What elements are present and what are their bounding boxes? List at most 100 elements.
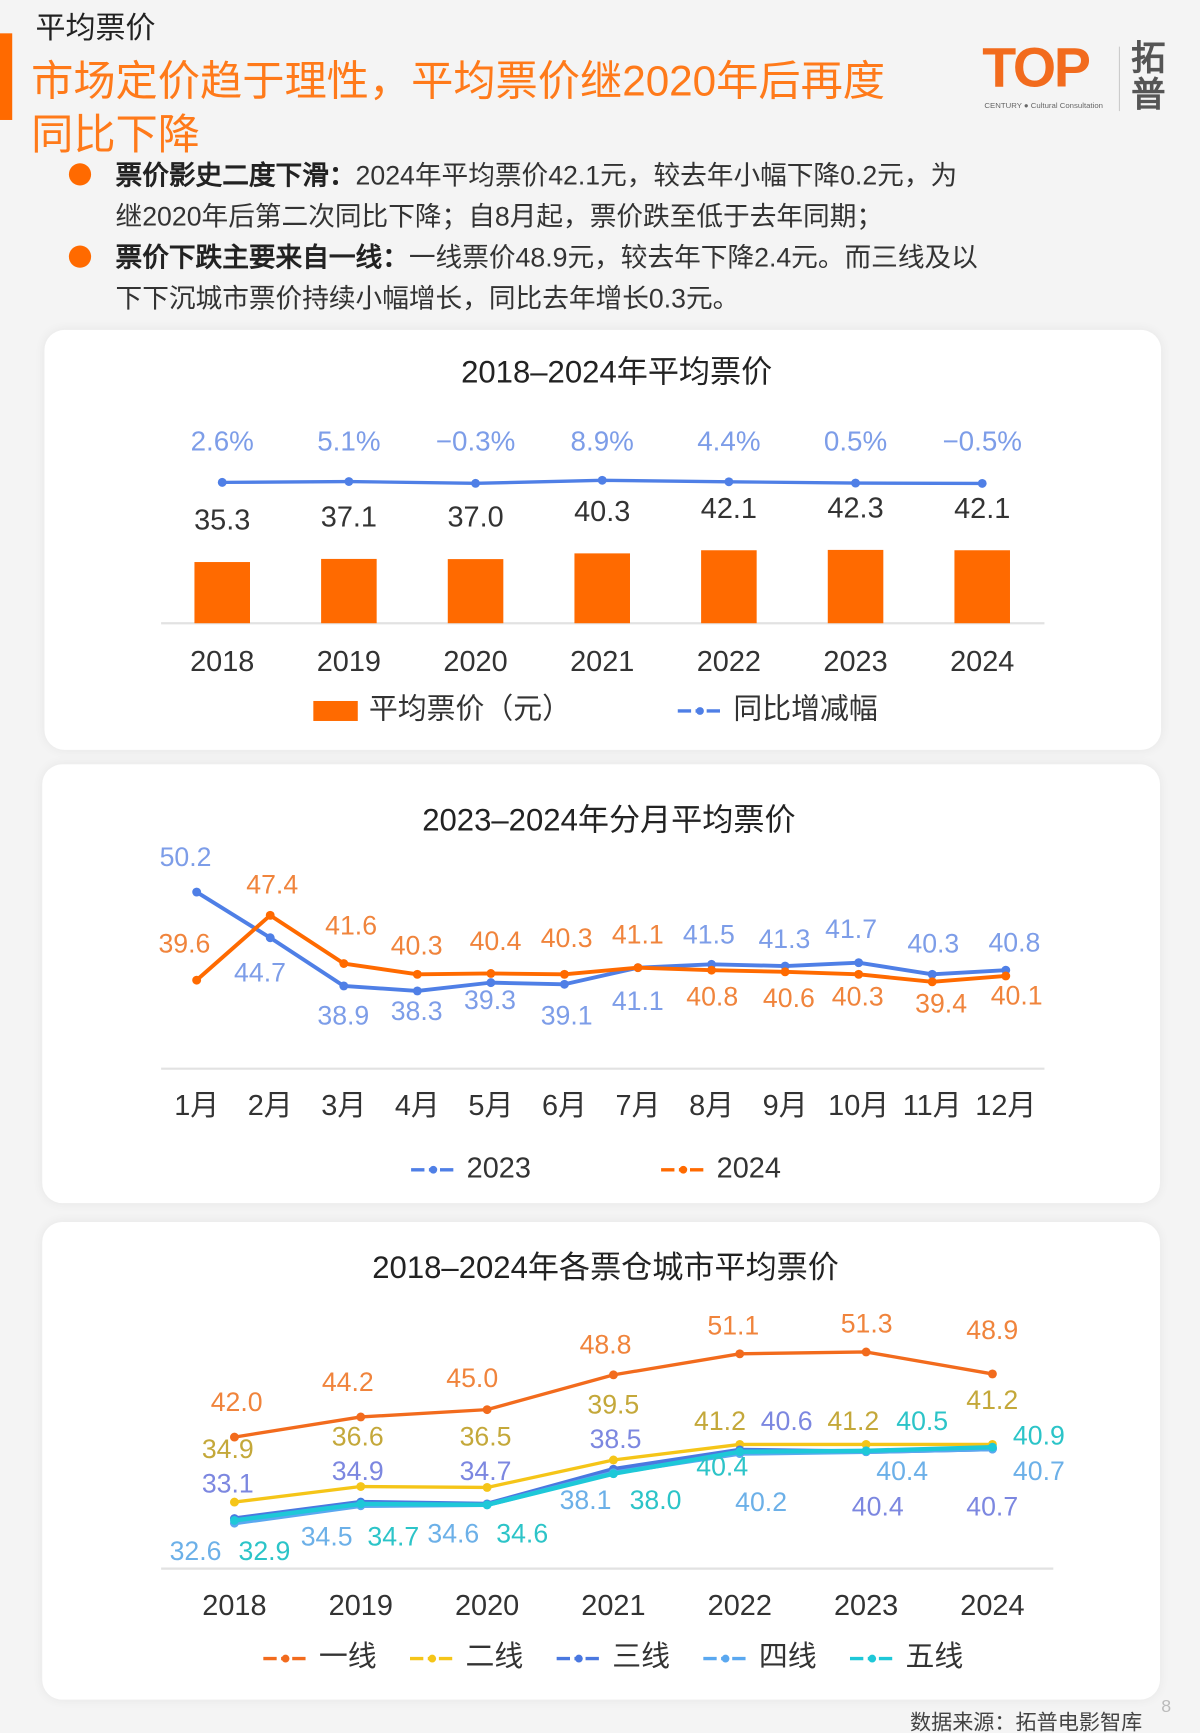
x-tick-label: 10月 — [828, 1090, 889, 1122]
bar-value-label: 37.0 — [447, 502, 503, 534]
data-label: 40.8 — [686, 982, 738, 1012]
series-五线-line-point — [861, 1446, 871, 1456]
series-一线-line-point — [861, 1347, 871, 1357]
series-2024-line-point — [780, 967, 790, 977]
data-label: 38.5 — [590, 1424, 642, 1454]
series-二线-line-point — [482, 1482, 492, 1492]
data-label: 40.5 — [896, 1406, 948, 1436]
series-2023-line-point — [559, 979, 569, 989]
data-label: 44.2 — [322, 1367, 374, 1397]
series-二线-line-point — [861, 1439, 871, 1449]
bar-value-label: 42.1 — [701, 493, 757, 525]
data-label: 34.5 — [301, 1522, 353, 1552]
data-label: 38.1 — [560, 1485, 612, 1515]
data-label: 47.4 — [246, 870, 298, 900]
bullet-title: 票价影史二度下滑： — [115, 161, 356, 192]
logo-text: TOP — [982, 36, 1091, 99]
data-label: 36.6 — [332, 1422, 384, 1452]
bullet-dot-icon — [68, 163, 92, 186]
x-tick-label: 2020 — [443, 646, 507, 678]
data-label: 40.4 — [696, 1452, 748, 1482]
bullet-dot-icon — [68, 245, 92, 268]
legend-一线-label: 一线 — [319, 1641, 377, 1673]
x-tick-label: 5月 — [468, 1090, 513, 1122]
legend-2024-swatch-dot — [679, 1165, 688, 1174]
x-tick-label: 9月 — [763, 1090, 808, 1122]
logo-cn: 拓普 — [1131, 38, 1166, 115]
legend-bar-swatch — [313, 700, 358, 721]
logo: TOP CENTURY ● Cultural Consultation 拓普 — [978, 37, 1178, 118]
yoy-label: 8.9% — [571, 426, 634, 457]
bar — [321, 558, 377, 624]
data-label: 40.1 — [991, 981, 1043, 1011]
legend-三线-label: 三线 — [612, 1641, 670, 1673]
data-label: 40.4 — [852, 1492, 904, 1522]
x-tick-label: 3月 — [321, 1090, 366, 1122]
yoy-line-point — [851, 478, 860, 488]
data-label: 34.7 — [460, 1456, 512, 1486]
yoy-label: 5.1% — [317, 426, 380, 457]
chart-card-monthly — [42, 764, 1160, 1204]
headline-line-2: 同比下降 — [31, 112, 201, 159]
series-一线-line-point — [608, 1370, 618, 1380]
legend-二线-label: 二线 — [466, 1641, 524, 1673]
series-2023-line-point — [486, 978, 496, 988]
data-label: 34.9 — [332, 1456, 384, 1486]
series-2024-line-point — [633, 963, 643, 973]
x-tick-label: 1月 — [174, 1090, 219, 1122]
page-number: 8 — [1161, 1697, 1172, 1717]
yoy-label: 2.6% — [191, 426, 254, 457]
series-2024-line-point — [265, 910, 275, 920]
series-五线-line-point — [987, 1442, 997, 1452]
headline-line-1: 市场定价趋于理性，平均票价继2020年后再度 — [31, 58, 886, 106]
yoy-line-point — [344, 477, 354, 486]
series-2024-line-point — [854, 969, 864, 979]
data-label: 44.7 — [234, 957, 286, 987]
data-label: 39.1 — [541, 1001, 593, 1031]
x-tick-label: 11月 — [903, 1090, 962, 1122]
series-2023-line-point — [927, 969, 937, 979]
yoy-line-point — [597, 475, 607, 485]
data-label: 51.3 — [841, 1308, 893, 1338]
data-label: 48.9 — [966, 1315, 1018, 1345]
bar-value-label: 37.1 — [321, 502, 377, 534]
yoy-label: −0.3% — [436, 426, 516, 457]
series-2024-line-point — [927, 977, 937, 987]
legend-yoy-label: 同比增减幅 — [733, 694, 877, 726]
bar — [194, 562, 250, 624]
bullet-item: 票价下跌主要来自一线：一线票价48.9元，较去年下降2.4元。而三线及以 下下沉… — [67, 238, 1156, 320]
legend-四线-label: 四线 — [759, 1641, 817, 1673]
data-label: 41.3 — [758, 924, 810, 954]
yoy-line-point — [471, 478, 480, 488]
legend-yoy-swatch-dot — [696, 707, 704, 715]
x-tick-label: 2月 — [248, 1090, 293, 1122]
data-label: 36.5 — [460, 1422, 512, 1452]
x-tick-label: 2021 — [581, 1590, 645, 1622]
data-label: 38.3 — [391, 996, 443, 1026]
data-label: 32.6 — [170, 1536, 222, 1566]
legend-2023-swatch-dot — [429, 1165, 438, 1174]
x-tick-label: 7月 — [616, 1090, 661, 1122]
bullet-list: 票价影史二度下滑：2024年平均票价42.1元，较去年小幅下降0.2元，为 继2… — [67, 156, 1156, 320]
x-tick-label: 2022 — [697, 646, 761, 678]
x-tick-label: 2019 — [329, 1590, 393, 1622]
series-一线-line-point — [229, 1432, 239, 1442]
bullet-text: 继2020年后第二次同比下降；自8月起，票价跌至低于去年同期； — [115, 202, 884, 233]
data-label: 40.9 — [1013, 1421, 1065, 1451]
series-2023-line-point — [854, 958, 864, 968]
legend-二线-swatch-dot — [428, 1654, 437, 1663]
series-一线-line-point — [987, 1369, 997, 1379]
bullet-text: 下下沉城市票价持续小幅增长，同比去年增长0.3元。 — [115, 284, 740, 315]
bar — [701, 550, 757, 624]
data-label: 39.6 — [158, 928, 210, 958]
data-label: 40.2 — [735, 1487, 787, 1517]
data-label: 40.3 — [907, 928, 959, 958]
x-tick-label: 2018 — [190, 646, 254, 678]
data-label: 40.8 — [988, 927, 1040, 957]
x-tick-label: 6月 — [542, 1090, 587, 1122]
data-label: 38.0 — [630, 1485, 682, 1515]
data-label: 40.6 — [763, 983, 815, 1013]
bullet-text: 一线票价48.9元，较去年下降2.4元。而三线及以 — [408, 243, 978, 274]
data-label: 34.6 — [427, 1518, 479, 1548]
